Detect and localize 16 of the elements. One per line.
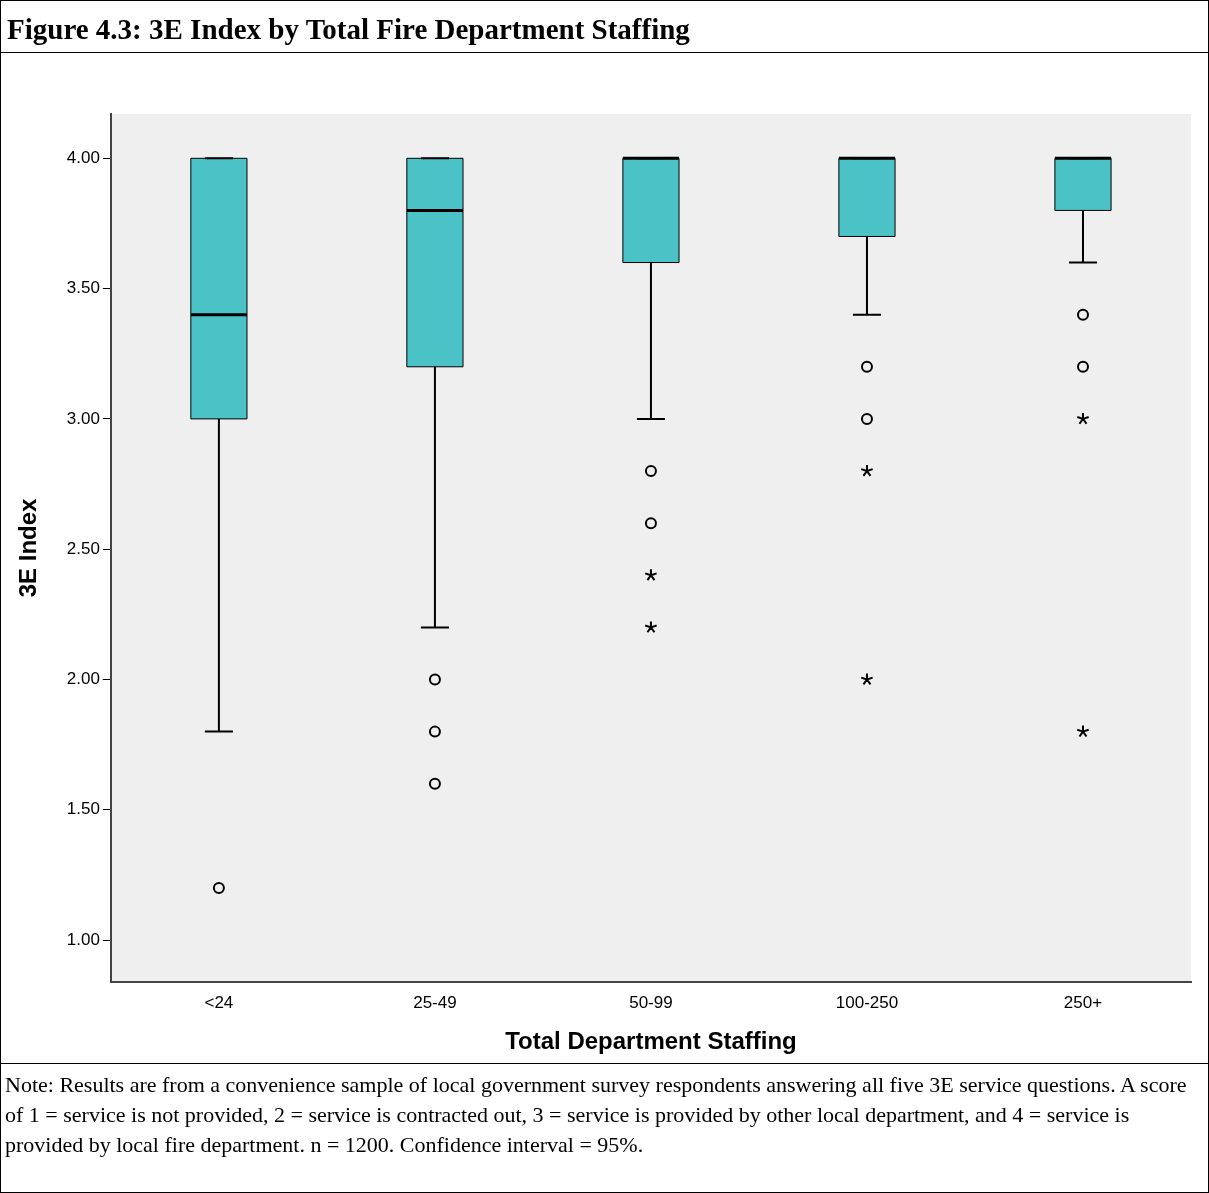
y-tick-label: 1.00: [66, 929, 100, 949]
y-tick-label: 3.50: [66, 278, 100, 298]
x-tick-label: 100-250: [835, 992, 899, 1012]
x-tick-label: 25-49: [413, 992, 457, 1012]
x-tick-label: 250+: [1063, 992, 1103, 1012]
y-tick-label: 2.50: [66, 538, 100, 558]
x-axis-title: Total Department Staffing: [505, 1027, 797, 1055]
chart-title: Figure 4.3: 3E Index by Total Fire Department Staffing: [1, 1, 1208, 53]
x-tick-label: 50-99: [629, 992, 673, 1012]
y-tick-label: 4.00: [66, 147, 100, 167]
y-tick-label: 2.00: [66, 669, 100, 689]
y-tick-label: 1.50: [66, 799, 100, 819]
text: Note: Results are from a convenience sample of local government survey respondents answering all five 3E service questions. A score of 1 = service is not provided, 2 = service is contracted out, 3 = service is provided by other local department, and 4 = service is provided by local fire department. n = 1200. Confidence interval = 95%.: [1, 1063, 1208, 1192]
y-tick-label: 3.00: [66, 408, 100, 428]
x-tick-label: <24: [204, 992, 234, 1012]
y-axis-title: 3E Index: [14, 497, 42, 598]
